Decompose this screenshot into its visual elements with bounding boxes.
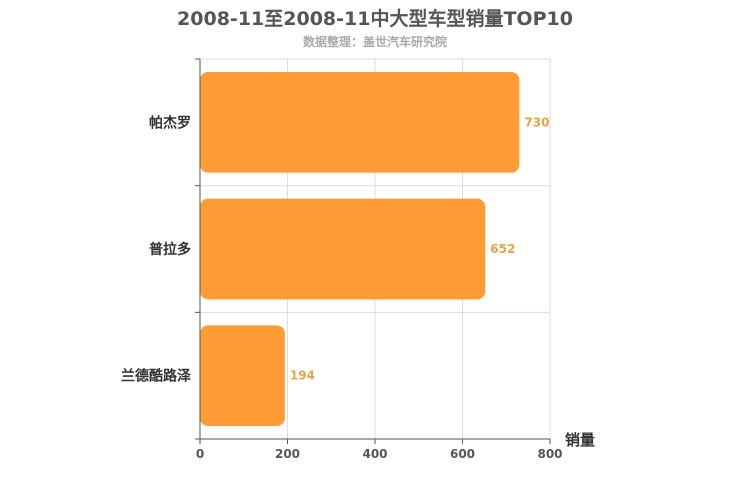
bar-value-label: 730: [524, 115, 549, 129]
chart-title: 2008-11至2008-11中大型车型销量TOP10: [177, 8, 573, 30]
category-label: 兰德酷路泽: [121, 368, 191, 385]
bar: [200, 325, 285, 426]
bar: [200, 198, 486, 300]
category-label: 普拉多: [149, 241, 191, 258]
bar: [200, 72, 520, 173]
x-tick-label: 800: [537, 447, 562, 461]
bar-value-label: 194: [290, 369, 315, 383]
bar-value-label: 652: [490, 242, 515, 256]
x-tick-label: 600: [450, 447, 475, 461]
x-tick-label: 400: [362, 447, 387, 461]
x-tick-label: 0: [196, 447, 204, 461]
x-tick-label: 200: [275, 447, 300, 461]
chart-subtitle: 数据整理：盖世汽车研究院: [302, 35, 447, 49]
category-label: 帕杰罗: [149, 114, 191, 131]
x-axis-name: 销量: [565, 431, 595, 449]
